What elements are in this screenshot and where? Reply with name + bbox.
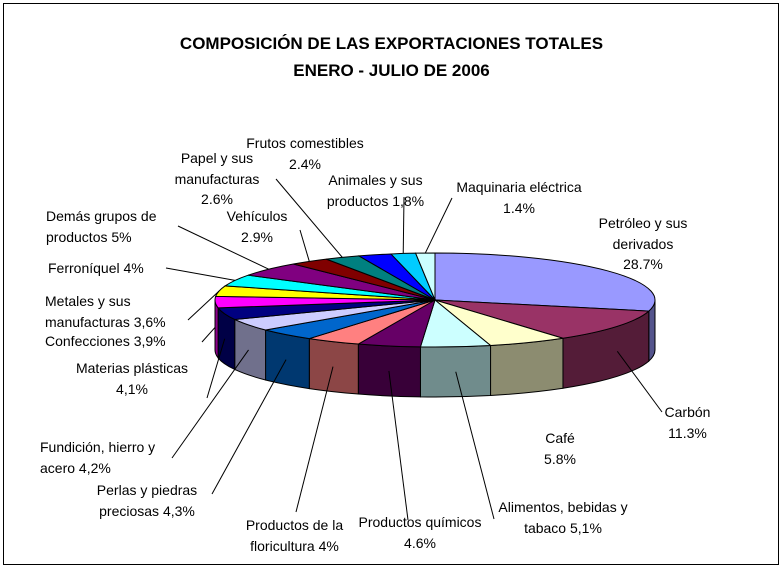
value-label: 2.6%	[201, 191, 233, 207]
slice-side	[419, 344, 492, 398]
data-label: Demás grupos de productos 5%	[46, 206, 176, 247]
slice-side	[490, 337, 564, 397]
data-label: Petróleo y sus derivados 28.7%	[583, 213, 703, 275]
value-label: 5%	[111, 228, 132, 245]
category-label: Alimentos, bebidas y tabaco	[498, 499, 628, 536]
category-label: Frutos comestibles	[246, 135, 364, 151]
value-label: 4,2%	[78, 459, 111, 476]
category-label: Ferroníquel	[48, 260, 120, 276]
data-label: Perlas y piedras preciosas 4,3%	[82, 480, 212, 521]
leader-line	[388, 370, 409, 521]
slice-side	[265, 329, 310, 390]
value-label: 2.4%	[289, 155, 321, 172]
leader-line	[171, 349, 249, 459]
value-label: 5.8%	[544, 450, 576, 467]
category-label: Metales y sus manufacturas	[45, 293, 131, 330]
data-label: Productos de la floricultura 4%	[232, 515, 357, 556]
data-label: Frutos comestibles 2.4%	[225, 133, 385, 174]
data-label: Productos químicos 4.6%	[355, 512, 485, 553]
data-label: Animales y sus productos 1,8%	[318, 170, 433, 211]
category-label: Maquinaria eléctrica	[456, 179, 582, 195]
slice-side	[308, 337, 359, 395]
category-label: Materias plásticas	[75, 360, 189, 376]
value-label: 3,9%	[133, 333, 166, 349]
data-label: Alimentos, bebidas y tabaco 5,1%	[488, 497, 638, 538]
slice	[434, 252, 656, 312]
value-label: 4.6%	[404, 534, 436, 551]
category-label: Café	[545, 430, 575, 446]
leader-line	[616, 351, 663, 413]
category-label: Perlas y piedras preciosas	[96, 482, 198, 519]
leader-line	[275, 178, 343, 258]
data-label: Carbón 11.3%	[650, 402, 725, 443]
leader-line	[187, 290, 220, 321]
data-label: Metales y sus manufacturas 3,6%	[45, 291, 185, 332]
category-label: Petróleo y sus derivados	[598, 215, 688, 252]
data-label: Materias plásticas 4,1%	[62, 358, 202, 399]
leader-line	[424, 197, 453, 254]
slice-side	[214, 299, 219, 360]
data-label: Vehículos 2.9%	[215, 206, 299, 247]
value-label: 2.9%	[241, 228, 273, 245]
category-label: Papel y sus manufacturas	[174, 150, 260, 187]
value-label: 4%	[123, 260, 144, 276]
slice-side	[357, 343, 421, 398]
leader-line	[206, 338, 226, 399]
leader-line	[295, 366, 334, 513]
value-label: 4,3%	[162, 502, 195, 519]
leader-line	[299, 229, 310, 262]
category-label: Productos químicos	[358, 514, 482, 530]
chart-title: COMPOSICIÓN DE LAS EXPORTACIONES TOTALES	[179, 34, 604, 53]
leader-line	[211, 359, 287, 495]
leader-line	[455, 371, 495, 520]
value-label: 11.3%	[668, 424, 707, 441]
value-label: 4,1%	[116, 380, 148, 397]
value-label: 3,6%	[133, 313, 166, 330]
leader-lines	[165, 178, 663, 521]
category-label: Fundición, hierro y acero	[40, 439, 156, 476]
data-label: Fundición, hierro y acero 4,2%	[40, 437, 180, 478]
value-label: 28.7%	[623, 256, 663, 272]
value-label: 1.4%	[503, 199, 535, 216]
value-label: 4%	[318, 537, 339, 554]
data-label: Confecciones 3,9%	[45, 331, 215, 352]
category-label: Animales y sus productos	[326, 172, 423, 209]
leader-line	[165, 267, 236, 281]
value-label: 5,1%	[570, 519, 602, 536]
category-label: Confecciones	[45, 333, 130, 349]
slice	[414, 252, 436, 301]
data-label: Maquinaria eléctrica 1.4%	[450, 177, 588, 218]
category-label: Carbón	[664, 404, 711, 420]
value-label: 1,8%	[392, 192, 425, 209]
slice	[434, 299, 651, 339]
leader-line	[201, 326, 216, 343]
category-label: Productos de la floricultura	[245, 517, 344, 554]
data-label: Café 5.8%	[530, 428, 590, 469]
data-label: Papel y sus manufacturas 2.6%	[158, 148, 276, 210]
chart-title: ENERO - JULIO DE 2006	[293, 61, 490, 80]
category-label: Demás grupos de productos	[46, 208, 157, 245]
leader-line	[177, 225, 269, 270]
category-label: Vehículos	[226, 208, 288, 224]
data-label: Ferroníquel 4%	[48, 258, 188, 279]
pie-sides	[214, 299, 656, 398]
leader-line	[402, 196, 405, 254]
